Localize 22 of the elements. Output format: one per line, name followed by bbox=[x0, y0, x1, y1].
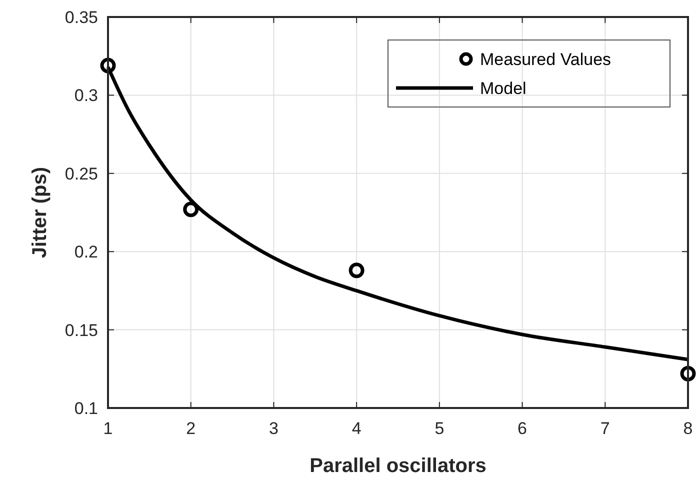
x-tick-label: 8 bbox=[683, 419, 693, 438]
y-tick-label: 0.1 bbox=[74, 399, 98, 418]
x-tick-label: 4 bbox=[352, 419, 362, 438]
x-tick-label: 7 bbox=[600, 419, 610, 438]
x-tick-label: 5 bbox=[434, 419, 444, 438]
legend-label: Measured Values bbox=[480, 50, 612, 69]
point bbox=[348, 262, 364, 278]
x-tick-label: 1 bbox=[103, 419, 113, 438]
x-tick-label: 3 bbox=[268, 419, 278, 438]
y-tick-label: 0.15 bbox=[64, 320, 98, 340]
point bbox=[100, 58, 116, 74]
y-tick-label: 0.35 bbox=[64, 8, 98, 27]
x-tick-label: 6 bbox=[518, 419, 528, 438]
x-axis-title: Parallel oscillators bbox=[310, 455, 486, 477]
y-axis-title: Jitter (ps) bbox=[29, 166, 51, 258]
x-tick-label: 2 bbox=[186, 419, 196, 438]
point bbox=[183, 202, 199, 218]
y-tick-label: 0.25 bbox=[64, 164, 98, 184]
y-tick-label: 0.2 bbox=[74, 242, 98, 262]
y-tick-label: 0.3 bbox=[74, 86, 98, 106]
legend-label: Model bbox=[480, 79, 526, 98]
point bbox=[680, 366, 696, 382]
